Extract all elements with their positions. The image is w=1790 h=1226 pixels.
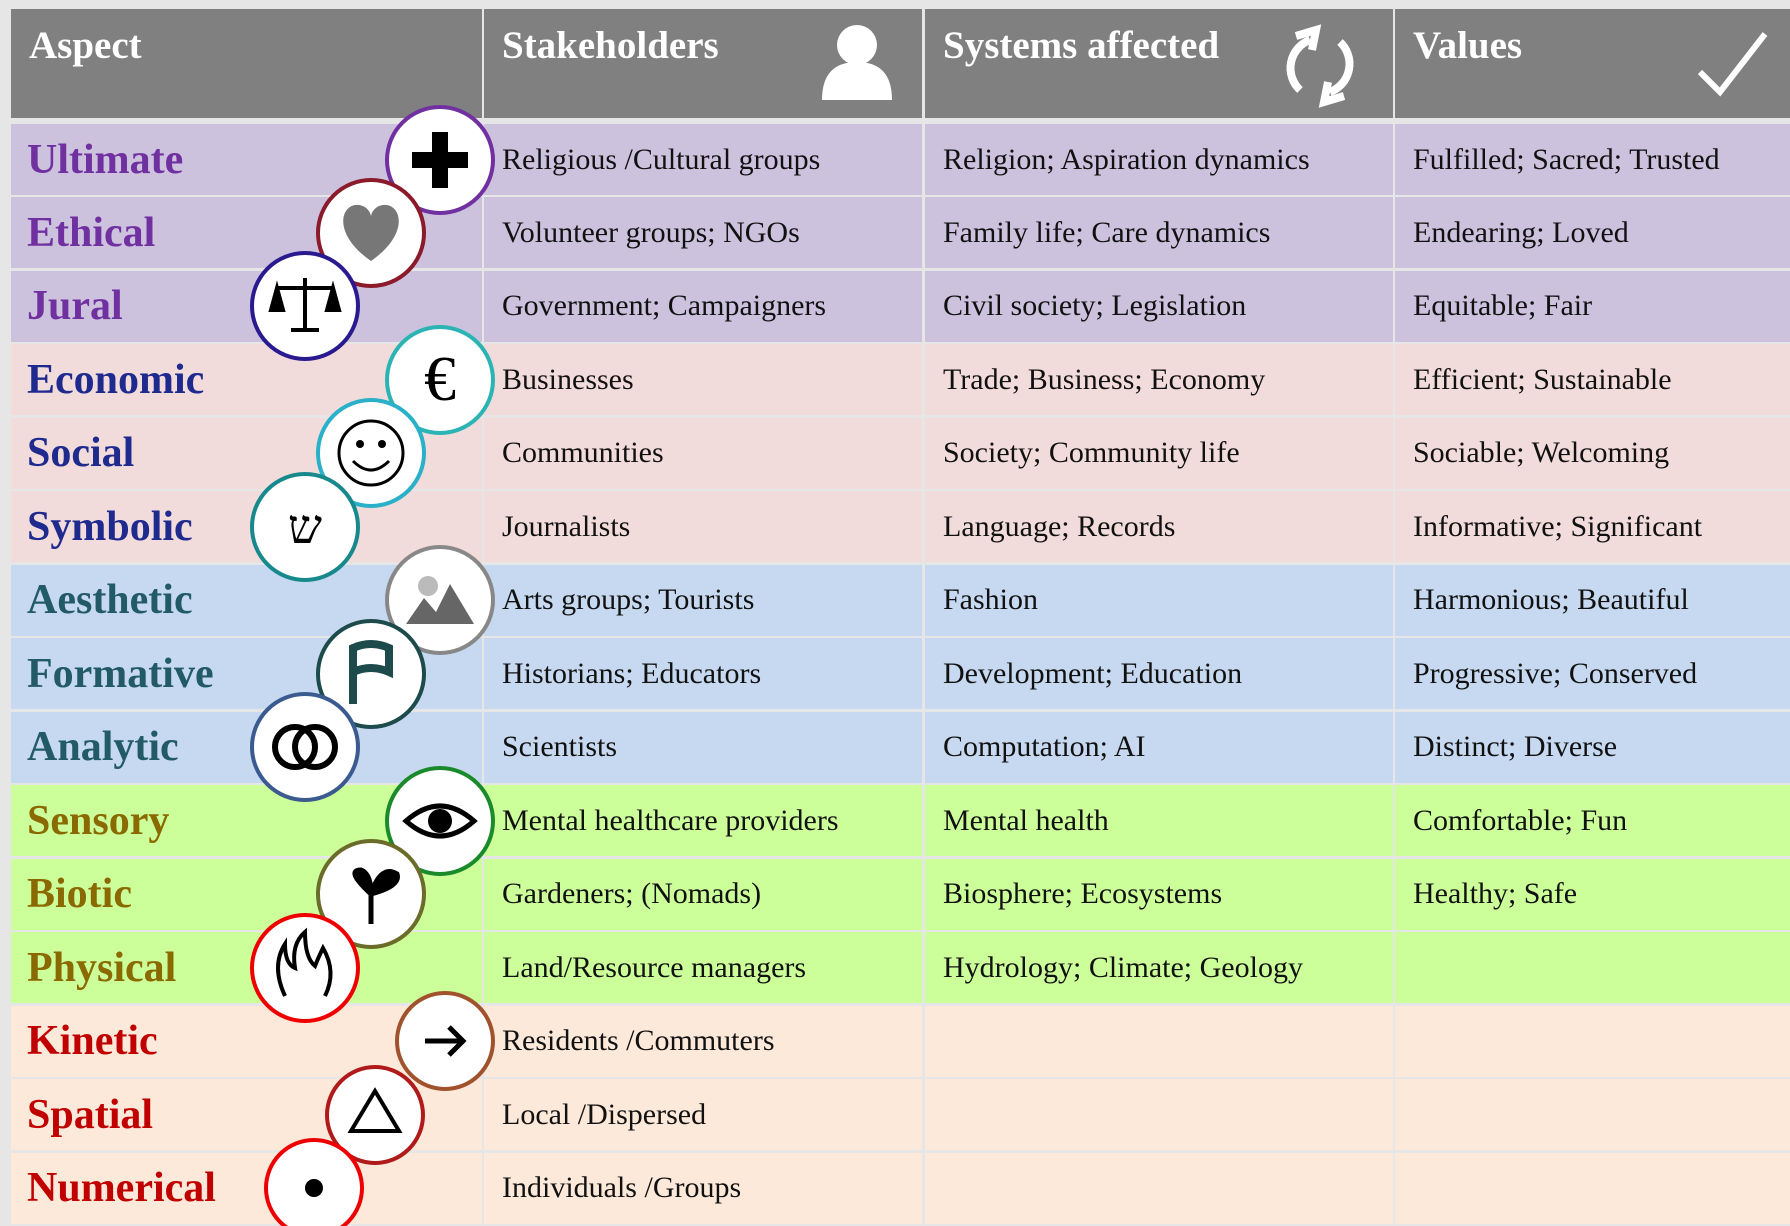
jural-icon <box>250 251 360 361</box>
table-cell: Harmonious; Beautiful <box>1395 564 1790 636</box>
table-cell: Religion; Aspiration dynamics <box>925 124 1393 195</box>
table-cell: Journalists <box>484 491 922 563</box>
table-cell: Fashion <box>925 564 1393 636</box>
table-cell: Healthy; Safe <box>1395 858 1790 930</box>
ethical-icon <box>316 178 426 288</box>
table-cell: Development; Education <box>925 638 1393 710</box>
table-cell: Scientists <box>484 711 922 783</box>
table-cell: Arts groups; Tourists <box>484 564 922 636</box>
column-header: Aspect <box>11 9 482 118</box>
spatial-icon <box>325 1065 425 1165</box>
table-cell: Historians; Educators <box>484 638 922 710</box>
table-cell: Computation; AI <box>925 711 1393 783</box>
table-cell: Government; Campaigners <box>484 270 922 342</box>
table-cell: Sociable; Welcoming <box>1395 417 1790 489</box>
empty-cell <box>1395 1005 1790 1077</box>
table-cell: Informative; Significant <box>1395 491 1790 563</box>
table-cell: Residents /Commuters <box>484 1005 922 1077</box>
aspect-label: Analytic <box>11 711 482 783</box>
table-cell: Biosphere; Ecosystems <box>925 858 1393 930</box>
table-cell: Civil society; Legislation <box>925 270 1393 342</box>
column-header: Values <box>1395 9 1790 118</box>
table-cell: Businesses <box>484 344 922 416</box>
table-cell: Gardeners; (Nomads) <box>484 858 922 930</box>
empty-cell <box>925 1079 1393 1151</box>
empty-cell <box>925 1152 1393 1224</box>
table-cell: Language; Records <box>925 491 1393 563</box>
aesthetic-icon <box>385 545 495 655</box>
social-icon <box>316 398 426 508</box>
table-cell: Mental healthcare providers <box>484 785 922 857</box>
table-cell: Fulfilled; Sacred; Trusted <box>1395 124 1790 195</box>
table-cell: Volunteer groups; NGOs <box>484 197 922 269</box>
table-cell: Equitable; Fair <box>1395 270 1790 342</box>
sensory-icon <box>385 766 495 876</box>
physical-icon <box>250 913 360 1023</box>
kinetic-icon <box>395 991 495 1091</box>
table-cell: Land/Resource managers <box>484 932 922 1004</box>
table-cell: Society; Community life <box>925 417 1393 489</box>
table-cell: Religious /Cultural groups <box>484 124 922 195</box>
symbolic-icon: ש <box>250 472 360 582</box>
formative-icon <box>316 619 426 729</box>
table-cell: Mental health <box>925 785 1393 857</box>
aspect-label: Numerical <box>11 1152 482 1224</box>
person-icon <box>822 25 892 100</box>
empty-cell <box>1395 1152 1790 1224</box>
empty-cell <box>1395 932 1790 1004</box>
table-cell: Trade; Business; Economy <box>925 344 1393 416</box>
check-icon <box>1697 32 1768 97</box>
aspect-label: Physical <box>11 932 482 1004</box>
table-cell: Hydrology; Climate; Geology <box>925 932 1393 1004</box>
table-cell: Individuals /Groups <box>484 1152 922 1224</box>
table-cell: Efficient; Sustainable <box>1395 344 1790 416</box>
svg-text:€: € <box>424 343 456 414</box>
table-cell: Endearing; Loved <box>1395 197 1790 269</box>
economic-icon: € <box>385 325 495 435</box>
svg-text:ש: ש <box>288 501 322 554</box>
biotic-icon <box>316 839 426 949</box>
aspect-label: Jural <box>11 270 482 342</box>
table-cell: Comfortable; Fun <box>1395 785 1790 857</box>
aspect-label: Symbolic <box>11 491 482 563</box>
empty-cell <box>925 1005 1393 1077</box>
table-cell: Local /Dispersed <box>484 1079 922 1151</box>
ultimate-icon <box>385 105 495 215</box>
analytic-icon <box>250 692 360 802</box>
table-cell: Distinct; Diverse <box>1395 711 1790 783</box>
table-cell: Communities <box>484 417 922 489</box>
cycle-icon <box>1286 24 1354 108</box>
numerical-icon <box>264 1138 364 1226</box>
empty-cell <box>1395 1079 1790 1151</box>
table-cell: Progressive; Conserved <box>1395 638 1790 710</box>
table-cell: Family life; Care dynamics <box>925 197 1393 269</box>
